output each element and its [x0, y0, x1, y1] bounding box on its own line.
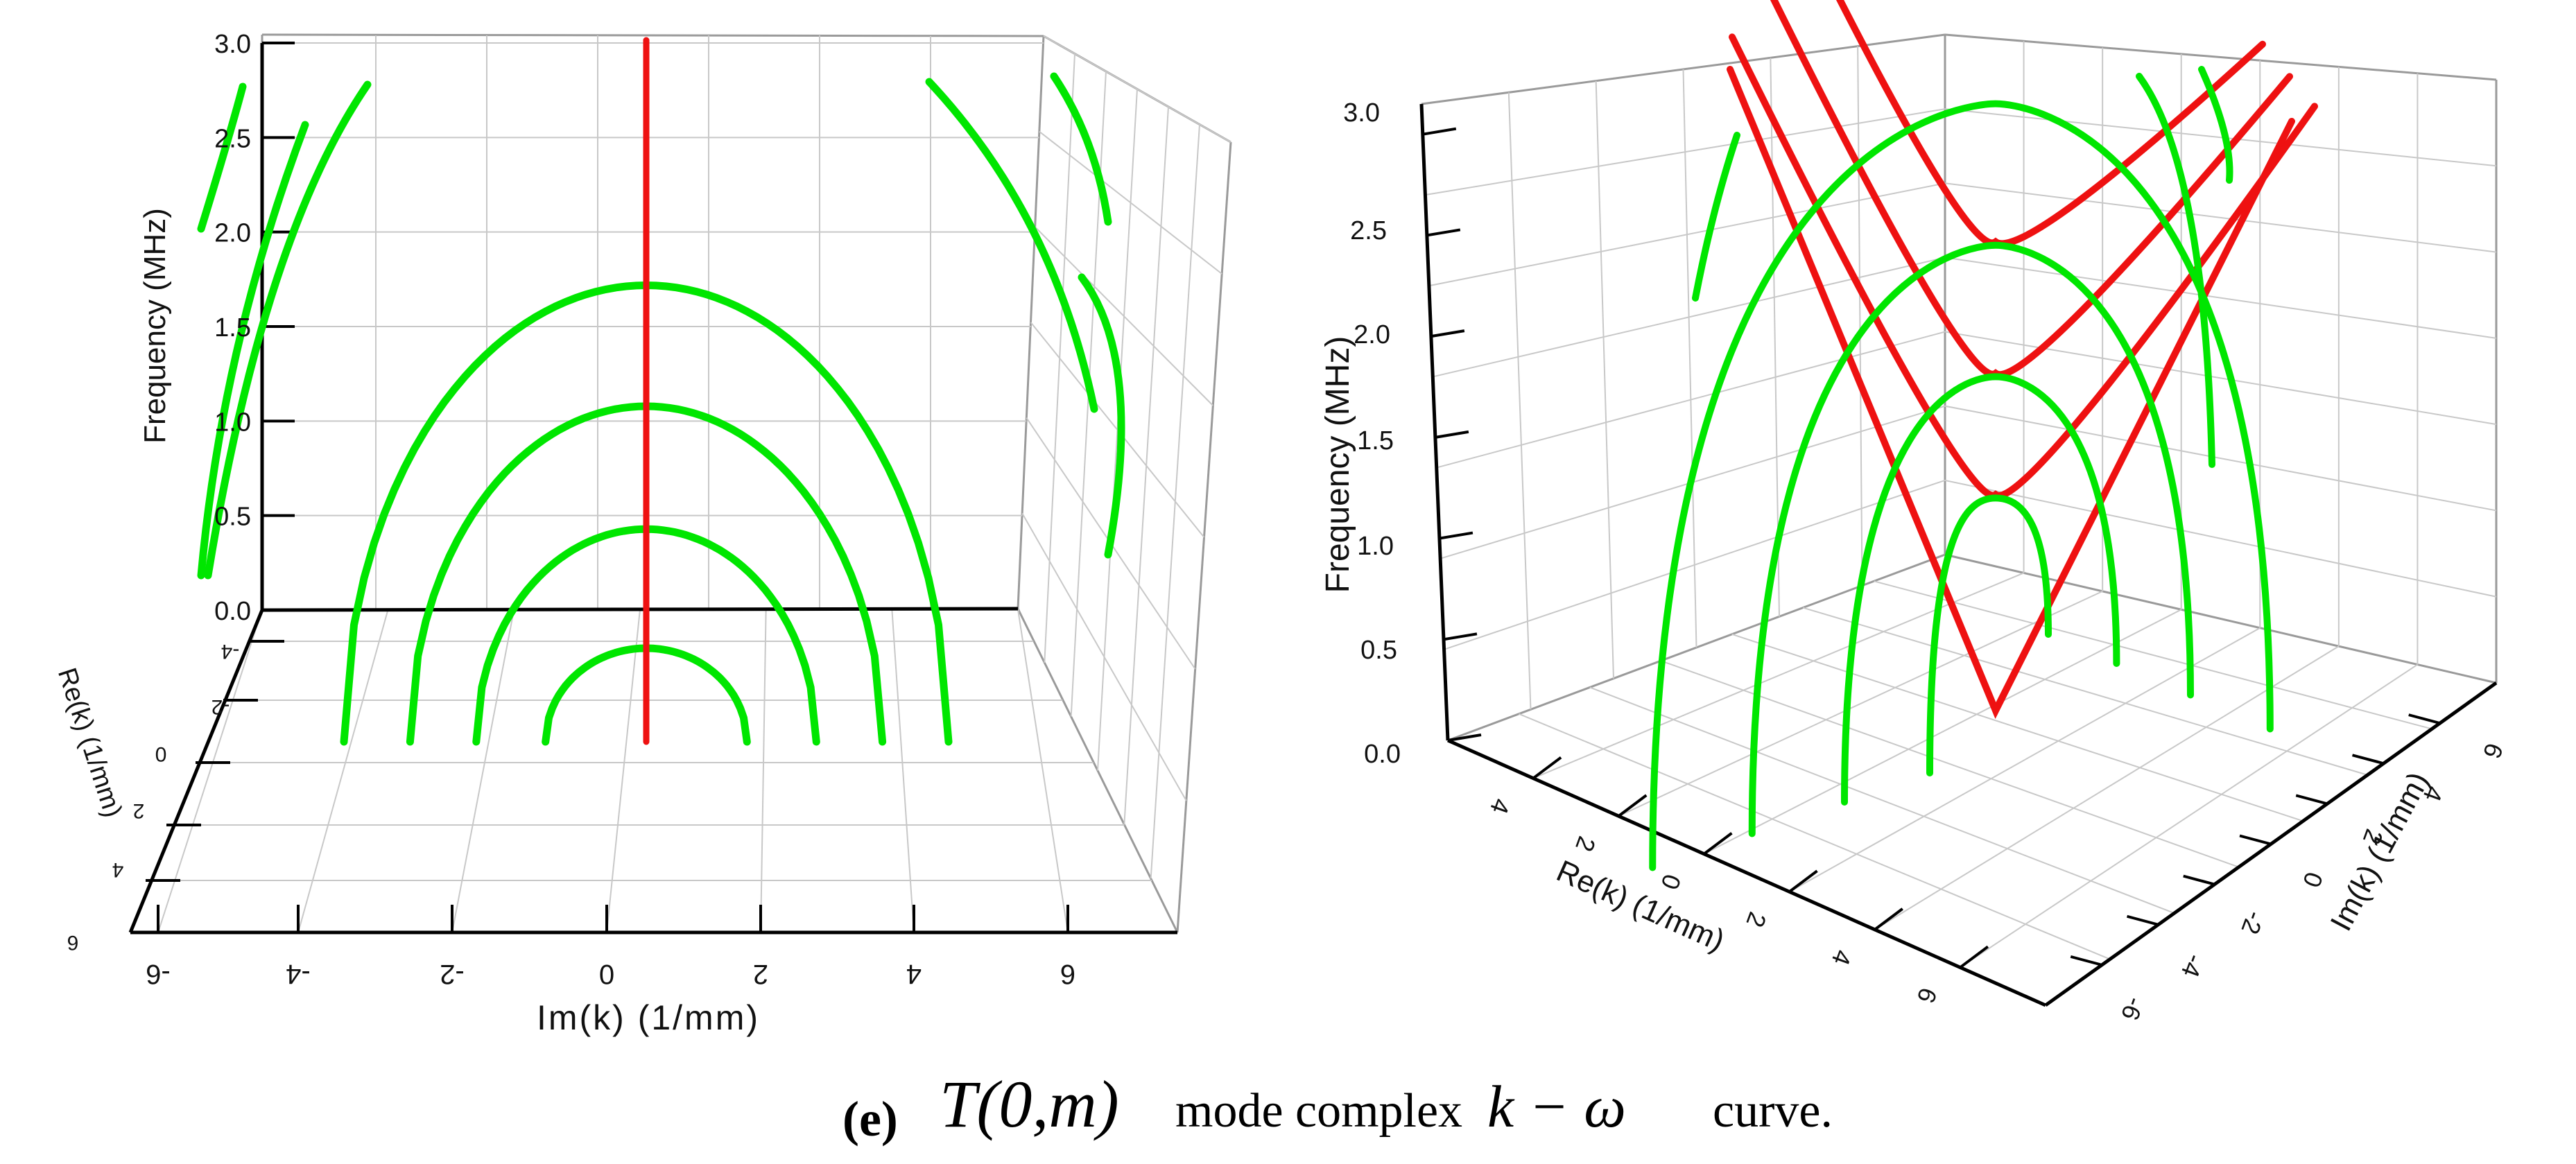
chart-left-y-tick-1: -2	[211, 695, 230, 718]
chart-right-series-5	[1841, 373, 2120, 806]
chart-right-ticks	[1422, 127, 2441, 969]
chart-left-side-branch-2	[204, 80, 372, 580]
chart-left-x-tick-2: -2	[440, 959, 465, 989]
chart-left-z-tick-6: 3.0	[214, 30, 251, 59]
chart-right-z-tick-4: 2.0	[1354, 320, 1390, 349]
chart-right-x-tick-4: 4	[1826, 946, 1858, 969]
chart-right-z-tick-0: 0.0	[1364, 740, 1401, 769]
chart-left-x-tick-4: 2	[753, 959, 768, 989]
caption-label: (e)	[842, 1091, 898, 1147]
chart-right-series-4	[1926, 494, 2052, 776]
chart-right-x-tick-1: 2	[1570, 833, 1601, 855]
chart-right-z-tick-5: 2.5	[1350, 216, 1387, 245]
chart-left-x-axis-label: Im(k) (1/mm)	[537, 998, 760, 1037]
chart-left-y-tick-2: 0	[155, 742, 167, 765]
chart-right-x-tick-2: 0	[1655, 871, 1686, 894]
chart-left-x-tick-3: 0	[599, 959, 614, 989]
chart-left: 0.0 0.5 1.0 1.5 2.0 2.5 3.0 -6 -4 -2 0 2 4 6 -4 -2 0 2 4…	[52, 30, 1232, 1037]
chart-right-z-tick-2: 1.0	[1357, 532, 1394, 561]
chart-left-x-tick-labels: -6 -4 -2 0 2 4 6	[146, 959, 1075, 989]
chart-right-z-axis-label: Frequency (MHz)	[1320, 336, 1356, 593]
chart-left-side-branch-3	[1078, 273, 1125, 559]
chart-right-x-tick-labels: 4 2 0 2 4 6	[1485, 795, 1943, 1007]
chart-left-y-axis-label: Re(k) (1/mm)	[52, 664, 128, 821]
chart-right-y-tick-2: -2	[2236, 907, 2270, 938]
chart-left-x-tick-0: -6	[146, 959, 171, 989]
chart-left-y-tick-labels: -4 -2 0 2 4 6	[67, 640, 240, 954]
chart-right-side-branch-1	[2136, 73, 2215, 468]
chart-left-y-tick-4: 4	[112, 858, 124, 881]
chart-right-y-tick-0: -6	[2116, 993, 2150, 1024]
chart-right-z-tick-3: 1.5	[1357, 426, 1394, 455]
chart-right-x-tick-5: 6	[1912, 984, 1943, 1007]
chart-right-x-tick-3: 2	[1740, 908, 1772, 931]
chart-right-grid	[1425, 41, 2497, 968]
figure-caption: (e) T(0,m) mode complex k − ω curve.	[842, 1067, 1833, 1147]
chart-left-side-branch-1	[197, 82, 247, 233]
chart-left-y-tick-0: -4	[221, 640, 240, 663]
chart-right-z-tick-1: 0.5	[1360, 636, 1397, 665]
chart-right-y-tick-1: -4	[2176, 950, 2210, 981]
chart-left-y-tick-5: 6	[67, 931, 79, 954]
chart-right-side-branch-0	[1692, 132, 1740, 302]
chart-left-z-tick-1: 0.5	[214, 503, 251, 532]
chart-left-z-axis-label: Frequency (MHz)	[138, 208, 172, 444]
chart-left-ticks	[146, 42, 1069, 932]
chart-right-y-axis-label: Im(k) (1/mm)	[2324, 767, 2435, 937]
chart-left-z-tick-5: 2.5	[214, 124, 251, 153]
caption-text: mode complex	[1175, 1084, 1462, 1138]
chart-right-x-tick-0: 4	[1485, 795, 1516, 818]
chart-left-side-branch-4	[925, 78, 1098, 413]
chart-left-x-tick-1: -4	[286, 959, 311, 989]
chart-left-z-tick-4: 2.0	[214, 219, 251, 248]
chart-left-x-tick-6: 6	[1060, 959, 1075, 989]
chart-right-x-axis-label: Re(k) (1/mm)	[1552, 854, 1730, 958]
chart-right-series-0	[1727, 66, 2295, 720]
chart-right-y-tick-6: 6	[2478, 740, 2509, 763]
caption-relation: k − ω	[1487, 1073, 1626, 1140]
chart-left-side-branch-5	[1050, 72, 1112, 226]
caption-suffix: curve.	[1713, 1084, 1833, 1138]
chart-left-side-branch-0	[197, 121, 309, 580]
chart-left-box	[261, 33, 1232, 933]
chart-left-z-tick-0: 0.0	[214, 597, 251, 626]
chart-right-series-6	[1748, 241, 2194, 837]
chart-right-z-tick-6: 3.0	[1343, 98, 1380, 128]
chart-right-side-branch-2	[2198, 66, 2233, 184]
caption-formula: T(0,m)	[940, 1067, 1119, 1141]
chart-left-curves	[197, 37, 1125, 746]
chart-left-z-tick-2: 1.0	[214, 408, 251, 437]
chart-left-z-tick-3: 1.5	[214, 313, 251, 342]
chart-left-x-tick-5: 4	[906, 959, 922, 989]
chart-right-curves	[1649, 0, 2318, 871]
chart-right-z-tick-labels: 0.0 0.5 1.0 1.5 2.0 2.5 3.0	[1343, 98, 1401, 769]
chart-left-z-tick-labels: 0.0 0.5 1.0 1.5 2.0 2.5 3.0	[214, 30, 251, 626]
chart-left-grid	[146, 35, 1231, 933]
chart-right-y-tick-3: 0	[2297, 869, 2328, 892]
chart-left-y-tick-3: 2	[133, 799, 145, 822]
